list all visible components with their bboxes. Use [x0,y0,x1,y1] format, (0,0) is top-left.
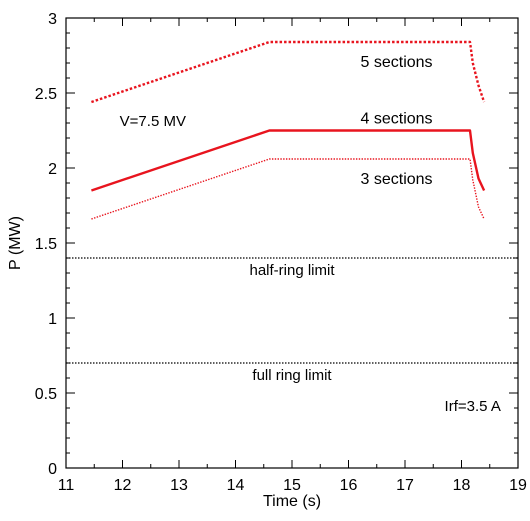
series-labels: 5 sections 4 sections 3 sections [361,54,433,188]
series-line [91,158,485,220]
y-tick-label: 0 [48,461,57,478]
x-tick-label: 13 [170,477,188,494]
y-tick-label: 0.5 [35,386,57,403]
series-lines [91,40,486,220]
limit-lines: half-ring limit full ring limit [66,257,518,384]
limit-label: full ring limit [252,367,332,384]
x-tick-label: 11 [58,477,75,494]
series-line [91,129,486,192]
x-tick-label: 14 [227,477,245,494]
y-axis-label: P (MW) [7,216,24,270]
limit-label: half-ring limit [249,262,335,279]
annotation-label: V=7.5 MV [120,113,186,130]
series-label: 4 sections [361,111,433,128]
x-tick-label: 18 [453,477,471,494]
x-tick-label: 12 [114,477,132,494]
series-line [91,40,486,104]
y-tick-label: 3 [48,11,57,28]
y-tick-label: 1 [48,311,57,328]
annotations: V=7.5 MV Irf=3.5 A [120,113,501,415]
series-label: 3 sections [361,171,433,188]
y-tick-label: 2 [48,161,57,178]
y-tick-label: 1.5 [35,236,57,253]
x-tick-label: 17 [396,477,414,494]
x-tick-label: 16 [340,477,358,494]
x-tick-label: 15 [283,477,301,494]
series-label: 5 sections [361,54,433,71]
y-tick-label: 2.5 [35,86,57,103]
annotation-label: Irf=3.5 A [445,398,501,415]
axis-ticks: 11 12 13 14 15 16 17 18 19 0 0.5 1 1.5 2 2.5 3 [35,11,527,494]
x-axis-label: Time (s) [263,493,321,510]
x-tick-label: 19 [509,477,527,494]
